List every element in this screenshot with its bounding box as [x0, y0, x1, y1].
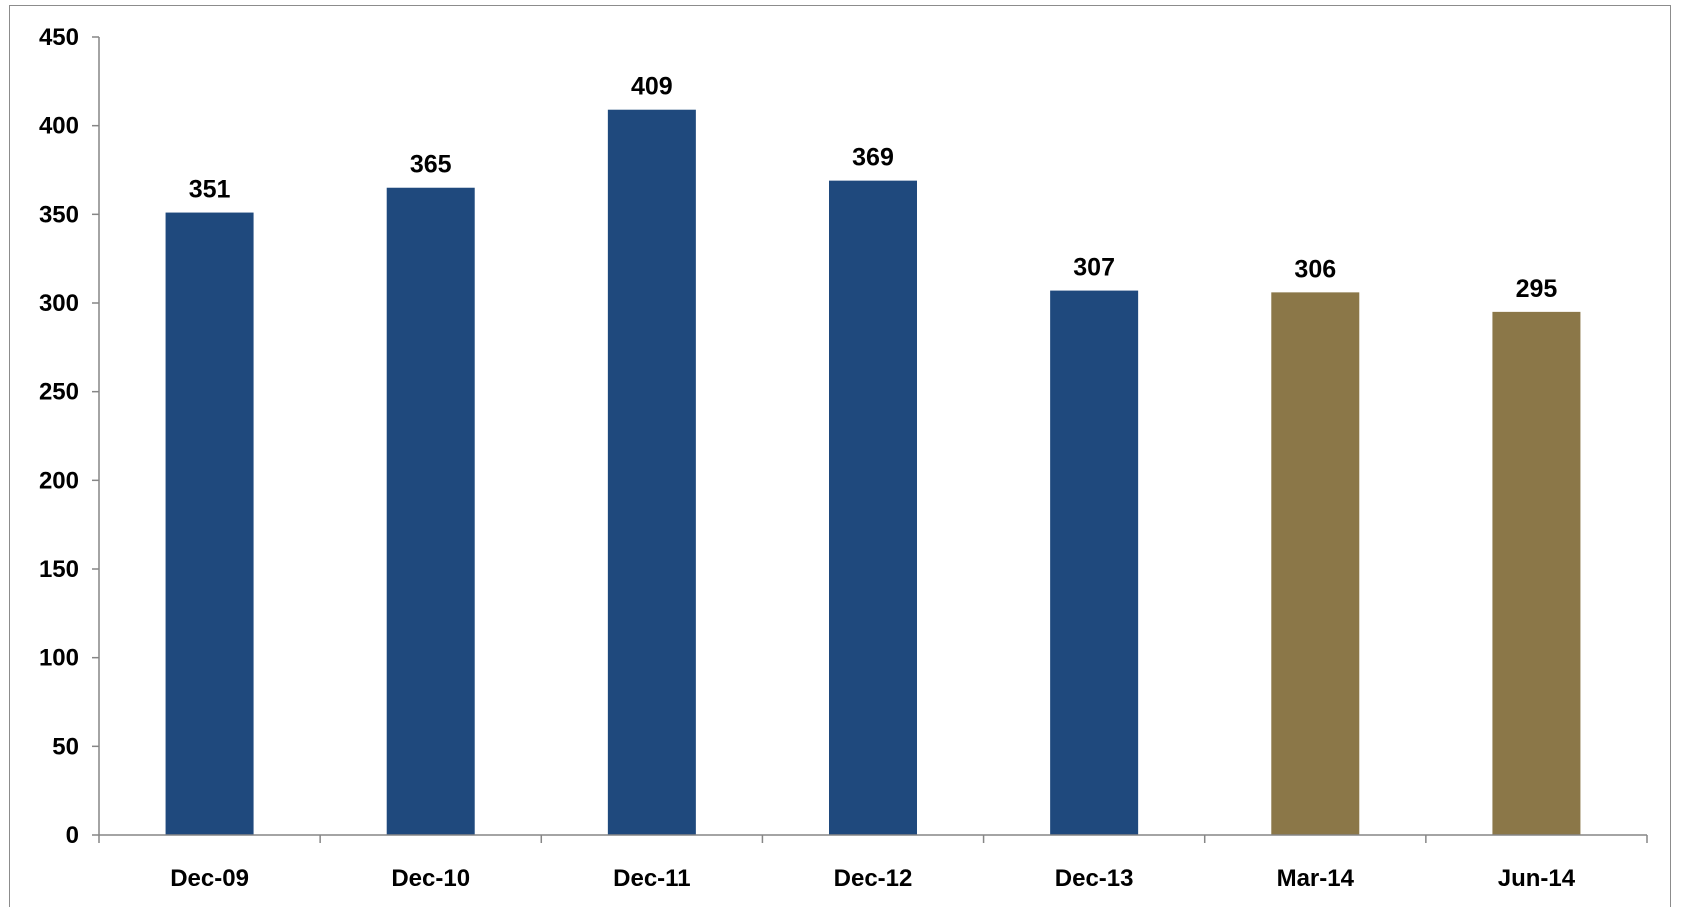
y-axis-ticks: 0 50 100 150 200 250 300 350 400 450	[39, 24, 99, 849]
bar	[1050, 290, 1139, 835]
bar	[1271, 292, 1360, 835]
x-tick-label: Dec-09	[170, 865, 249, 892]
bar	[607, 109, 696, 835]
data-label: 369	[852, 144, 894, 172]
x-tick-label: Mar-14	[1277, 865, 1355, 892]
data-label: 295	[1516, 275, 1558, 303]
data-label: 351	[189, 176, 231, 204]
data-labels: 351 365 409 369 307 306 295	[189, 73, 1558, 303]
bar	[829, 180, 917, 835]
data-label: 307	[1073, 254, 1115, 282]
y-tick-label: 450	[39, 24, 79, 51]
bar	[1492, 311, 1581, 835]
x-axis-ticks: Dec-09 Dec-10 Dec-11 Dec-12 Dec-13 Mar-14 Jun-…	[98, 835, 1648, 892]
x-tick-label: Dec-10	[391, 865, 470, 892]
y-tick-label: 200	[39, 467, 79, 494]
x-tick-label: Dec-13	[1055, 865, 1134, 892]
y-tick-label: 350	[39, 201, 79, 228]
y-tick-label: 0	[66, 822, 79, 849]
data-label: 306	[1294, 255, 1336, 283]
bars	[165, 109, 1581, 835]
bar	[386, 187, 475, 835]
x-tick-label: Jun-14	[1498, 865, 1576, 892]
x-tick-label: Dec-11	[613, 865, 690, 892]
y-tick-label: 300	[39, 290, 79, 317]
x-tick-label: Dec-12	[834, 865, 913, 892]
data-label: 365	[410, 151, 452, 179]
y-tick-label: 400	[39, 113, 79, 140]
y-tick-label: 150	[39, 556, 79, 583]
bar	[165, 212, 254, 835]
y-tick-label: 100	[39, 645, 79, 672]
data-label: 409	[631, 73, 673, 101]
y-tick-label: 50	[52, 733, 79, 760]
y-tick-label: 250	[39, 379, 79, 406]
